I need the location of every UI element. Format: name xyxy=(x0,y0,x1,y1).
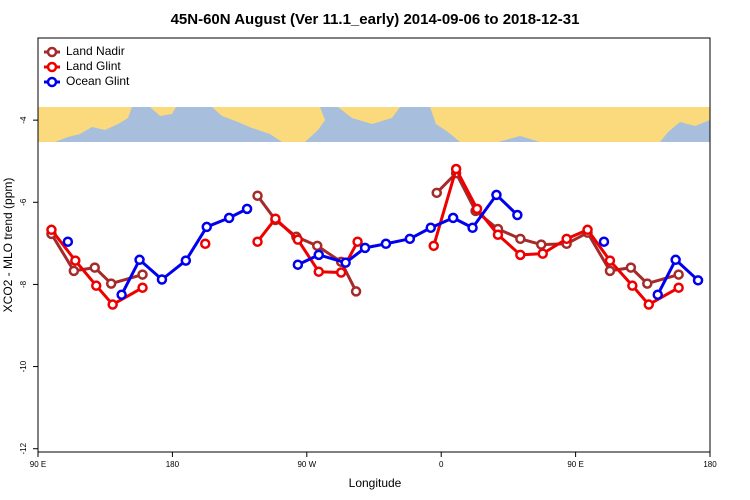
point xyxy=(425,222,436,233)
plot-frame xyxy=(37,37,711,453)
point xyxy=(625,262,637,273)
point xyxy=(471,203,483,215)
point xyxy=(673,282,684,293)
point xyxy=(604,255,616,266)
point xyxy=(670,254,681,266)
point xyxy=(492,229,504,240)
point xyxy=(359,242,371,254)
y-tick-label: -10 xyxy=(19,360,28,372)
point xyxy=(561,233,572,245)
point xyxy=(335,267,347,278)
point xyxy=(292,259,304,270)
point xyxy=(627,280,638,291)
point xyxy=(200,238,211,250)
x-tick-label: 180 xyxy=(166,460,180,469)
point xyxy=(105,278,117,289)
legend-label: Land Nadir xyxy=(66,44,125,58)
x-tick-label: 90 W xyxy=(297,460,316,469)
point xyxy=(642,278,653,289)
x-tick-label: 180 xyxy=(703,460,717,469)
point xyxy=(312,240,323,252)
x-axis-label: Longitude xyxy=(349,476,402,490)
point xyxy=(201,221,212,233)
legend-marker xyxy=(46,61,58,73)
point xyxy=(350,286,362,297)
point xyxy=(404,233,416,245)
point xyxy=(46,224,57,236)
point xyxy=(252,190,263,201)
point xyxy=(340,257,351,268)
point xyxy=(137,269,148,280)
y-tick-label: -6 xyxy=(19,198,28,206)
point xyxy=(252,236,263,247)
point xyxy=(652,289,663,300)
point xyxy=(447,212,459,224)
point xyxy=(137,282,148,293)
point xyxy=(582,224,593,236)
point xyxy=(90,280,102,291)
point xyxy=(89,262,100,273)
chart-title: 45N-60N August (Ver 11.1_early) 2014-09-… xyxy=(171,11,580,28)
point xyxy=(643,299,655,310)
point xyxy=(604,265,616,277)
point xyxy=(70,255,81,266)
point xyxy=(62,236,74,247)
point xyxy=(241,203,253,215)
point xyxy=(292,234,304,245)
point xyxy=(512,209,523,221)
point xyxy=(491,189,502,201)
point xyxy=(313,266,324,277)
point xyxy=(156,274,168,285)
point xyxy=(467,222,478,233)
point xyxy=(313,249,324,261)
point xyxy=(134,254,145,266)
y-tick-label: -12 xyxy=(19,442,28,454)
legend-marker xyxy=(46,76,58,88)
point xyxy=(673,269,684,280)
point xyxy=(270,213,281,224)
point xyxy=(352,236,363,247)
point xyxy=(431,187,442,199)
legend-label: Land Glint xyxy=(66,59,121,73)
map-strip xyxy=(38,107,710,142)
point xyxy=(515,249,526,261)
point xyxy=(692,275,704,286)
point xyxy=(536,239,547,250)
legend-marker xyxy=(46,46,58,58)
y-tick-label: -4 xyxy=(19,116,28,124)
point xyxy=(68,265,80,277)
point xyxy=(180,255,192,266)
point xyxy=(537,248,548,259)
point xyxy=(598,236,610,247)
point xyxy=(450,163,462,175)
x-tick-label: 90 E xyxy=(30,460,46,469)
x-tick-label: 90 E xyxy=(567,460,583,469)
y-tick-label: -8 xyxy=(19,280,28,288)
y-axis-label: XCO2 - MLO trend (ppm) xyxy=(1,178,15,313)
legend-label: Ocean Glint xyxy=(66,74,130,88)
x-tick-label: 0 xyxy=(439,460,444,469)
point xyxy=(515,233,526,245)
point xyxy=(116,289,127,300)
point xyxy=(107,299,118,310)
point xyxy=(428,240,439,252)
point xyxy=(223,212,235,224)
point xyxy=(380,238,392,250)
